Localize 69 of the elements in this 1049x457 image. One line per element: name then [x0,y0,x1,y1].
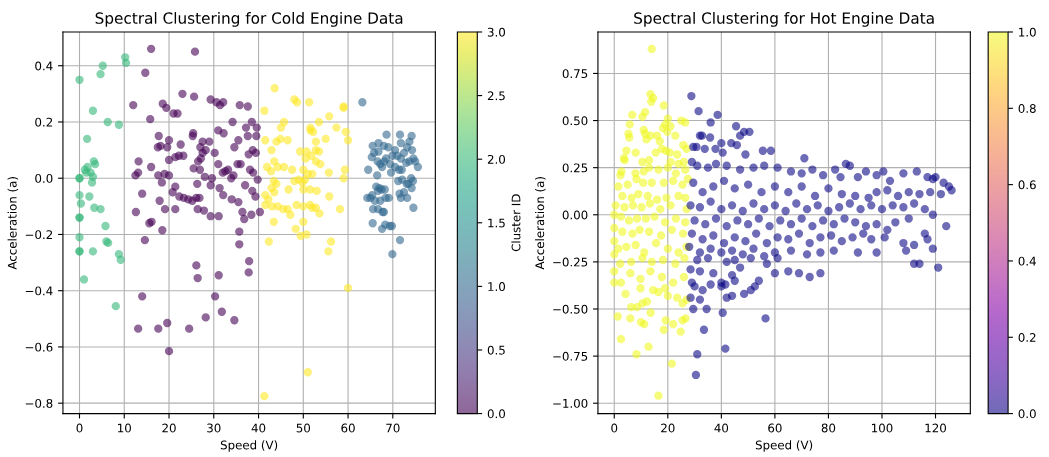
point [87,178,97,187]
y-axis-title: Acceleration (a) [7,177,19,270]
y-tick-label: −0.4 [25,286,53,296]
color-bar-label: 0.6 [1018,180,1036,190]
point [75,190,84,200]
color-bar-label: 3.0 [487,27,506,37]
point [88,106,98,115]
point [103,117,112,127]
color-bar-label: 2.0 [487,154,506,164]
x-tick-label: 40 [251,423,266,433]
x-tick-label: 30 [207,423,221,433]
y-tick-label: −0.75 [553,351,588,361]
color-bar-label: 0.0 [487,409,506,419]
y-tick-label: 0.75 [562,69,588,79]
color-bar-label: 0.4 [1018,256,1036,266]
point [116,255,125,264]
x-axis-title: Speed (V) [755,440,813,452]
point [88,247,98,256]
y-tick-label: −1.00 [553,398,588,408]
y-tick-label: 0.50 [562,116,588,126]
point [98,61,107,70]
x-tick-label: 10 [118,423,131,433]
point [121,58,131,68]
point [96,204,105,214]
x-tick-label: 120 [925,423,946,433]
color-bar-label: 1.0 [1019,27,1036,37]
y-tick-label: 0.4 [35,61,53,71]
point [75,75,84,84]
color-bar-label: 1.0 [488,282,506,292]
x-tick-label: 20 [661,423,675,433]
y-tick-label: −0.6 [25,342,53,352]
color-bar-label: 0.0 [1018,409,1036,419]
y-tick-label: 0.2 [35,117,53,127]
y-tick-label: −0.2 [25,230,53,240]
point [101,221,110,231]
color-bar-label: 0.8 [1018,104,1036,113]
x-tick-label: 40 [714,423,729,433]
x-tick-label: 60 [341,423,355,433]
point [82,134,92,144]
x-tick-label: 20 [162,423,176,433]
y-tick-label: 0.0 [35,173,53,183]
chart-title: Spectral Clustering for Cold Engine Data [95,12,403,27]
x-tick-label: 80 [821,423,836,433]
x-axis-title: Speed (V) [220,440,278,452]
color-bar-label: 2.5 [487,91,505,101]
point [75,233,84,242]
point [111,302,120,311]
point [79,275,89,284]
point [85,192,94,201]
color-bar-title: Cluster ID [511,194,521,252]
chart-title: Spectral Clustering for Hot Engine Data [634,12,934,27]
y-tick-label: 0.25 [562,163,588,173]
x-tick-label: 100 [872,423,893,433]
x-tick-label: 0 [76,423,83,433]
y-tick-label: 0.00 [562,210,588,220]
x-tick-label: 70 [386,423,400,433]
color-bar-label: 1.5 [488,218,505,228]
y-tick-label: −0.50 [553,304,588,314]
point [114,120,124,129]
point [76,199,86,208]
point [96,70,105,79]
x-tick-label: 60 [768,423,782,433]
color-bar-label: 0.5 [487,345,505,355]
y-axis-title: Acceleration (a) [535,177,546,270]
y-tick-label: −0.8 [25,398,53,408]
color-bar-label: 0.2 [1018,332,1036,342]
x-tick-label: 50 [296,423,311,433]
x-tick-label: 0 [611,423,618,433]
y-tick-label: −0.25 [553,257,588,267]
